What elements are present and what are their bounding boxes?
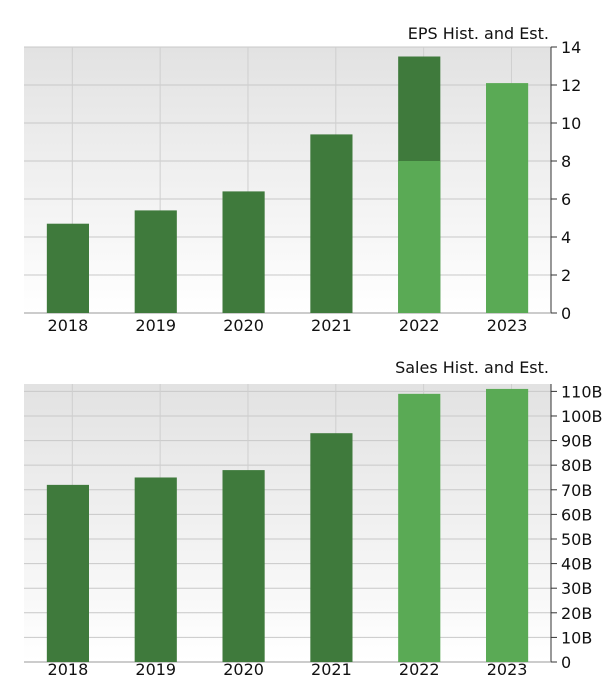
chart-title: EPS Hist. and Est. [408, 24, 549, 43]
y-tick-label: 40B [561, 555, 592, 574]
y-tick-label: 110B [561, 382, 603, 401]
y-tick-label: 100B [561, 407, 603, 426]
x-tick-label: 2022 [399, 316, 440, 335]
y-tick-label: 80B [561, 456, 592, 475]
y-tick-label: 4 [561, 228, 571, 247]
y-tick-label: 0 [561, 653, 571, 672]
bar-2018-series-1 [46, 484, 89, 662]
eps-chart: EPS Hist. and Est. 0 2 4 6 8 10 12 14 2018 2019 202… [24, 24, 581, 335]
x-tick-label: 2019 [135, 316, 176, 335]
y-tick-label: 60B [561, 505, 592, 524]
plot-area [24, 384, 551, 662]
y-tick-label: 6 [561, 190, 571, 209]
y-tick-label: 70B [561, 481, 592, 500]
y-tick-label: 30B [561, 579, 592, 598]
bar-2021-series-1 [310, 134, 353, 313]
bar-2022-series-2 [398, 393, 441, 662]
x-tick-label: 2023 [487, 316, 528, 335]
bar-2023-series-2 [486, 83, 529, 313]
y-tick-label: 10 [561, 114, 581, 133]
plot-area [24, 47, 551, 313]
y-tick-label: 90B [561, 432, 592, 451]
x-tick-label: 2021 [311, 660, 352, 679]
x-tick-label: 2023 [487, 660, 528, 679]
y-tick-label: 2 [561, 266, 571, 285]
x-tick-label: 2021 [311, 316, 352, 335]
bar-2023-series-2 [486, 388, 529, 662]
bar-2020-series-1 [222, 470, 265, 662]
bar-2019-series-1 [134, 210, 177, 313]
bar-2020-series-1 [222, 191, 265, 313]
x-tick-label: 2018 [48, 316, 89, 335]
x-tick-label: 2020 [223, 316, 264, 335]
x-tick-label: 2018 [48, 660, 89, 679]
bar-2018-series-1 [46, 223, 89, 313]
y-tick-label: 12 [561, 76, 581, 95]
y-tick-label: 14 [561, 38, 581, 57]
y-tick-label: 20B [561, 604, 592, 623]
x-tick-label: 2022 [399, 660, 440, 679]
x-tick-label: 2020 [223, 660, 264, 679]
sales-chart: Sales Hist. and Est. 0 10B 20B 30B 40B 50B 60B 7… [24, 358, 603, 679]
bar-2022-series-2 [398, 161, 441, 313]
x-tick-label: 2019 [135, 660, 176, 679]
y-tick-label: 0 [561, 304, 571, 323]
bar-2021-series-1 [310, 433, 353, 662]
y-tick-label: 10B [561, 628, 592, 647]
y-tick-label: 8 [561, 152, 571, 171]
y-tick-label: 50B [561, 530, 592, 549]
bar-2019-series-1 [134, 477, 177, 662]
chart-title: Sales Hist. and Est. [395, 358, 549, 377]
